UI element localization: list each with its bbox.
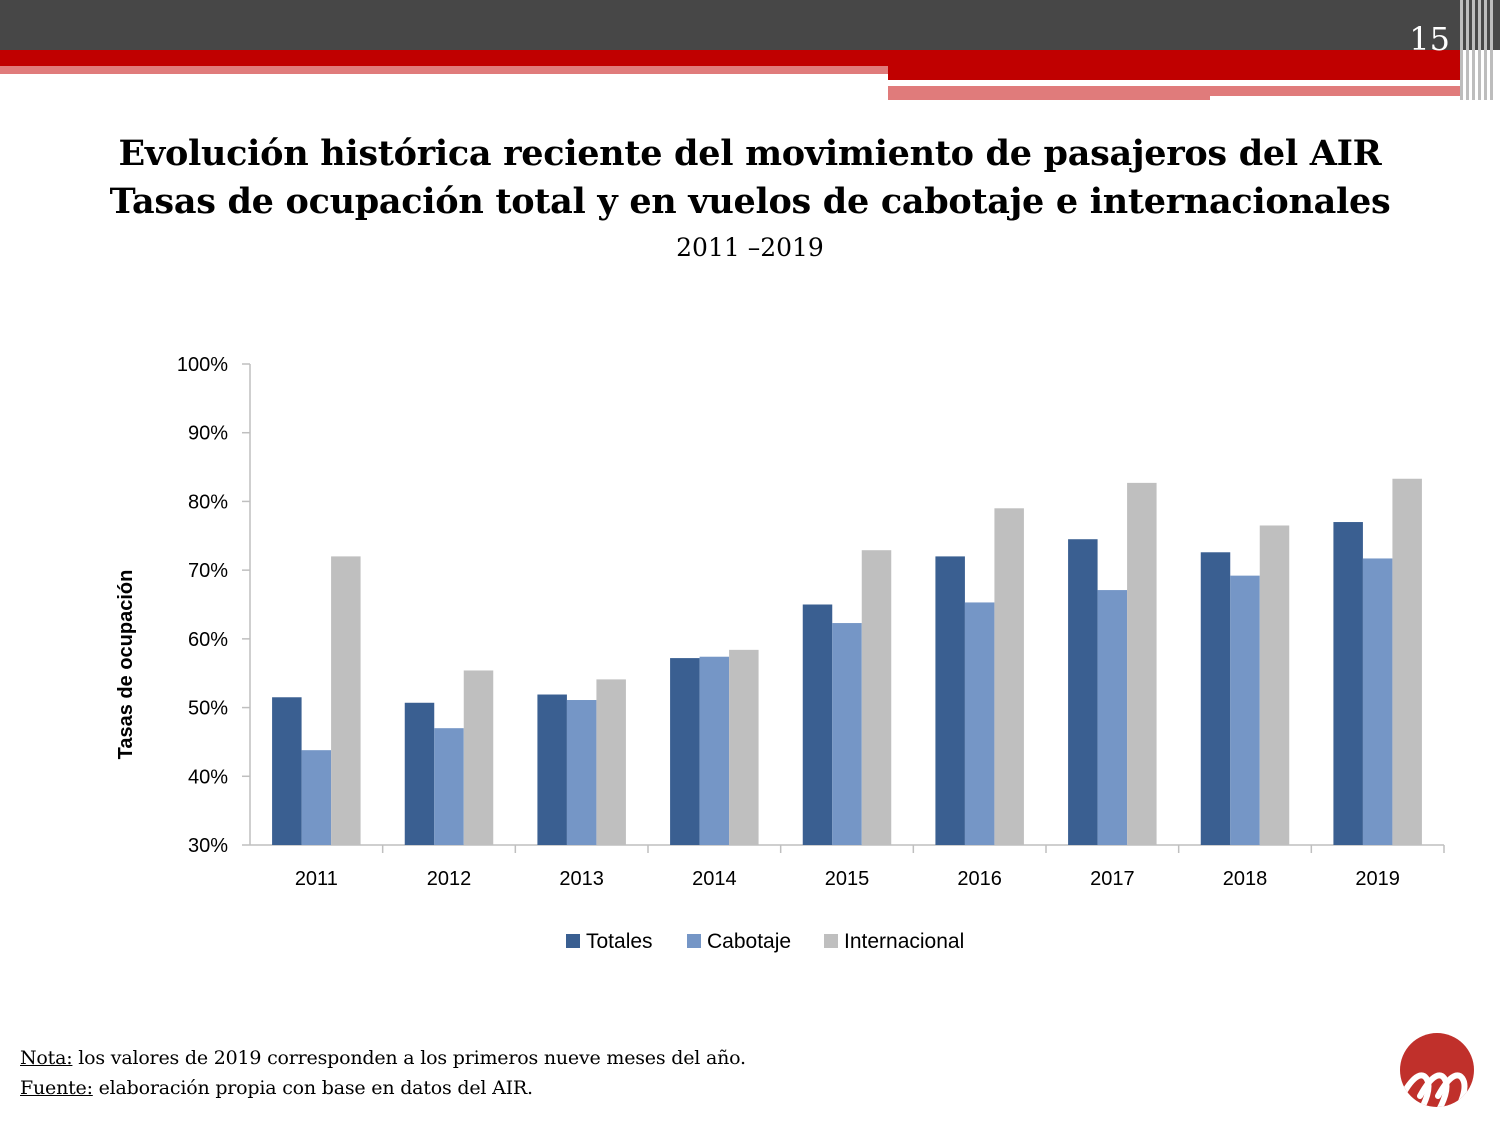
page-number: 15 <box>1409 20 1450 58</box>
bar-totales-2011 <box>272 697 302 845</box>
x-tick-label: 2014 <box>692 868 737 890</box>
header-red-bar <box>0 50 1460 66</box>
bar-internacional-2011 <box>331 556 361 845</box>
title-line-2: Tasas de ocupación total y en vuelos de … <box>109 181 1391 222</box>
x-tick-label: 2018 <box>1223 868 1268 890</box>
note-label: Nota: <box>20 1047 73 1069</box>
x-tick-label: 2013 <box>559 868 604 890</box>
bar-internacional-2017 <box>1127 482 1157 845</box>
bar-totales-2015 <box>802 604 833 845</box>
bar-totales-2012 <box>404 702 435 845</box>
note-text: los valores de 2019 corresponden a los p… <box>72 1047 746 1069</box>
bar-cabotaje-2018 <box>1230 575 1260 845</box>
bar-internacional-2018 <box>1259 525 1290 845</box>
subtitle: 2011 –2019 <box>676 233 824 262</box>
y-tick-label: 100% <box>177 354 228 376</box>
header-stripe-2 <box>1466 0 1469 100</box>
bar-cabotaje-2012 <box>434 728 464 845</box>
x-tick-label: 2017 <box>1090 868 1135 890</box>
y-tick-label: 80% <box>188 491 228 513</box>
bar-totales-2019 <box>1333 522 1363 845</box>
header-dark-bar <box>0 0 1500 50</box>
bar-internacional-2015 <box>861 550 892 845</box>
bar-totales-2014 <box>670 658 700 845</box>
title-line-1: Evolución histórica reciente del movimie… <box>118 133 1382 174</box>
bar-cabotaje-2016 <box>964 602 995 845</box>
bar-cabotaje-2014 <box>699 656 730 845</box>
legend-label-internacional: Internacional <box>844 930 964 953</box>
title-block: Evolución histórica reciente del movimie… <box>0 130 1500 268</box>
y-tick-label: 70% <box>188 560 228 582</box>
header-stripe-3 <box>1472 0 1475 100</box>
bar-internacional-2019 <box>1392 478 1422 845</box>
header-pink-bar <box>0 66 888 74</box>
bar-totales-2013 <box>537 694 567 845</box>
bar-internacional-2013 <box>596 679 626 845</box>
bar-cabotaje-2013 <box>566 700 597 845</box>
header-white-notch <box>1210 96 1460 102</box>
source-line: Fuente: elaboración propia con base en d… <box>20 1073 746 1103</box>
x-tick-label: 2011 <box>295 868 338 890</box>
y-tick-label: 40% <box>188 766 228 788</box>
bar-cabotaje-2011 <box>301 750 332 845</box>
legend-swatch-internacional <box>824 934 838 948</box>
bar-cabotaje-2017 <box>1097 590 1128 845</box>
y-tick-label: 90% <box>188 423 228 445</box>
bar-cabotaje-2015 <box>832 623 862 845</box>
y-tick-label: 60% <box>188 629 228 651</box>
bar-totales-2018 <box>1200 552 1231 845</box>
header-stripe-4 <box>1478 0 1481 100</box>
y-tick-label: 30% <box>188 835 228 857</box>
x-tick-label: 2019 <box>1355 868 1400 890</box>
header-stripe-5 <box>1484 0 1487 100</box>
header-red-bar-right <box>888 66 1460 80</box>
source-text: elaboración propia con base en datos del… <box>92 1077 533 1099</box>
bar-totales-2016 <box>935 556 965 845</box>
x-tick-label: 2016 <box>957 868 1002 890</box>
header-stripe-1 <box>1460 0 1463 100</box>
bar-chart: 30% 40% 50% 60% 70% 80% 90% 100% Tasas de ocupac… <box>115 354 1445 953</box>
bar-totales-2017 <box>1068 539 1098 845</box>
legend-swatch-cabotaje <box>687 934 701 948</box>
y-tick-label: 50% <box>188 698 228 720</box>
note-line: Nota: los valores de 2019 corresponden a… <box>20 1043 746 1073</box>
legend-label-cabotaje: Cabotaje <box>707 930 791 953</box>
bar-internacional-2016 <box>994 508 1024 845</box>
x-tick-label: 2012 <box>427 868 472 890</box>
source-label: Fuente: <box>20 1077 93 1099</box>
x-tick-label: 2015 <box>825 868 870 890</box>
legend-swatch-totales <box>566 934 580 948</box>
bar-internacional-2012 <box>463 670 494 845</box>
institution-logo <box>1400 1033 1474 1107</box>
legend-label-totales: Totales <box>586 930 653 953</box>
bar-internacional-2014 <box>729 649 759 845</box>
bar-cabotaje-2019 <box>1362 558 1393 845</box>
y-axis-title: Tasas de ocupación <box>115 570 137 760</box>
notes: Nota: los valores de 2019 corresponden a… <box>20 1043 746 1103</box>
header-stripe-6 <box>1490 0 1493 100</box>
